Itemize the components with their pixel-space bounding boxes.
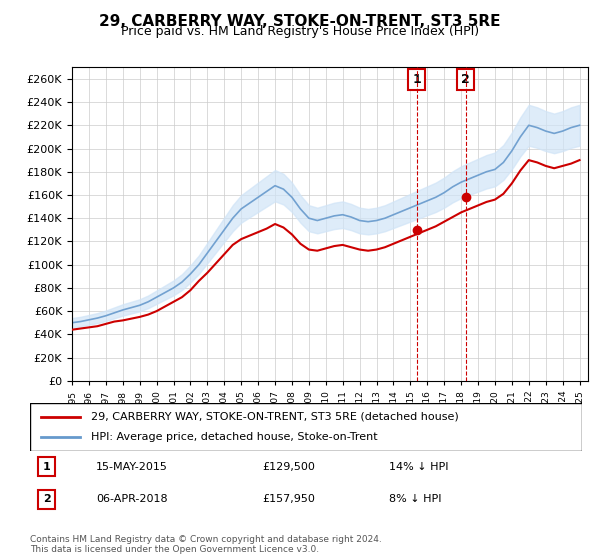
Text: Price paid vs. HM Land Registry's House Price Index (HPI): Price paid vs. HM Land Registry's House … xyxy=(121,25,479,38)
FancyBboxPatch shape xyxy=(30,403,582,451)
Text: £129,500: £129,500 xyxy=(262,462,315,472)
Text: £157,950: £157,950 xyxy=(262,494,315,504)
Text: 2: 2 xyxy=(43,494,50,504)
Text: 1: 1 xyxy=(412,73,421,86)
Text: 29, CARBERRY WAY, STOKE-ON-TRENT, ST3 5RE (detached house): 29, CARBERRY WAY, STOKE-ON-TRENT, ST3 5R… xyxy=(91,412,458,422)
Text: HPI: Average price, detached house, Stoke-on-Trent: HPI: Average price, detached house, Stok… xyxy=(91,432,377,442)
Text: 8% ↓ HPI: 8% ↓ HPI xyxy=(389,494,442,504)
Text: 14% ↓ HPI: 14% ↓ HPI xyxy=(389,462,448,472)
Text: 15-MAY-2015: 15-MAY-2015 xyxy=(96,462,168,472)
Text: 06-APR-2018: 06-APR-2018 xyxy=(96,494,168,504)
Text: Contains HM Land Registry data © Crown copyright and database right 2024.
This d: Contains HM Land Registry data © Crown c… xyxy=(30,535,382,554)
Text: 1: 1 xyxy=(43,462,50,472)
Text: 2: 2 xyxy=(461,73,470,86)
Text: 29, CARBERRY WAY, STOKE-ON-TRENT, ST3 5RE: 29, CARBERRY WAY, STOKE-ON-TRENT, ST3 5R… xyxy=(99,14,501,29)
